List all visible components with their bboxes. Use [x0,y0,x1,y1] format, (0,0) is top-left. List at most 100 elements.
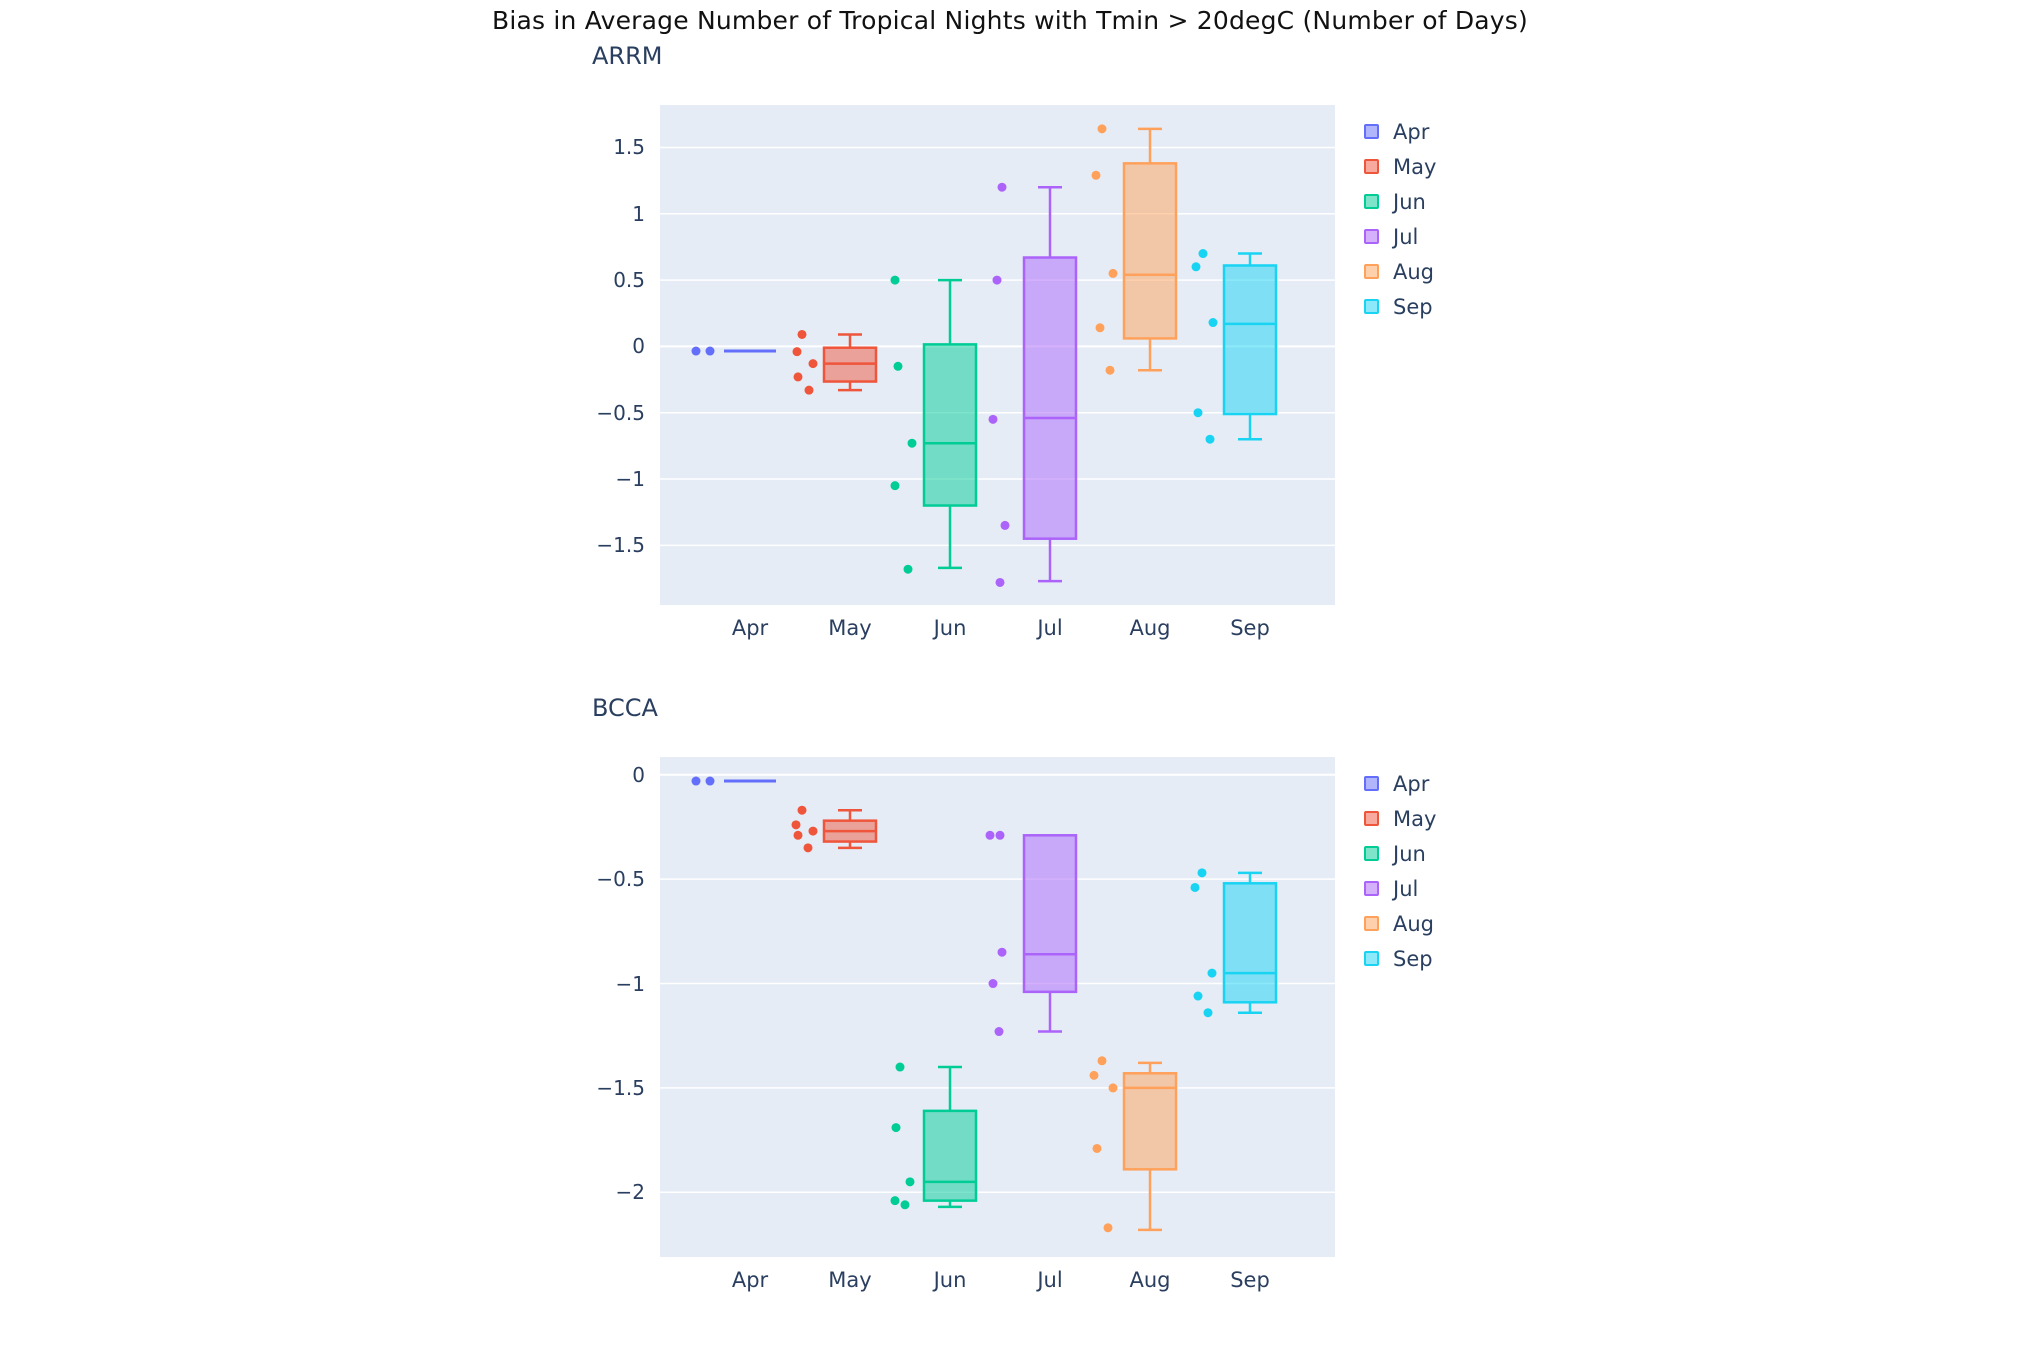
x-tick-label-Jul: Jul [1037,616,1063,640]
box-series-Jun [890,1062,978,1210]
box-series-Sep [1190,868,1278,1018]
box-series-Apr [691,346,776,356]
data-point-May [803,843,813,853]
data-point-May [791,820,801,830]
box-series-Apr [691,776,776,786]
x-tick-label-Jun: Jun [933,1268,967,1292]
data-point-Apr [705,346,715,356]
x-tick-label-Jul: Jul [1037,1268,1063,1292]
x-tick-label-Apr: Apr [731,1268,769,1292]
legend-item-Sep[interactable]: Sep [1364,289,1436,324]
data-point-Jun [890,1196,900,1206]
legend-label: Sep [1393,946,1433,971]
box-Aug [1122,1072,1178,1171]
data-point-Jul [994,1027,1004,1037]
legend-swatch-Jul [1364,229,1379,244]
box-Jun [922,343,978,507]
box-Sep [1222,264,1278,416]
box-Jul [1022,256,1078,540]
data-point-Jul [997,947,1007,957]
boxplot-svg-arrm [660,124,1335,587]
data-point-Aug [1097,124,1107,134]
data-point-Jun [890,275,900,285]
data-point-Aug [1092,1143,1102,1153]
box-Aug [1122,162,1178,340]
y-tick-label: −0.5 [596,400,645,425]
box-series-May [792,329,878,395]
legend-swatch-May [1364,159,1379,174]
data-point-Jul [997,182,1007,192]
data-point-Sep [1193,991,1203,1001]
y-tick-label: 0.5 [613,268,645,293]
legend-item-Jul[interactable]: Jul [1364,871,1436,906]
data-point-Aug [1108,268,1118,278]
legend-swatch-Jun [1364,194,1379,209]
data-point-Sep [1203,1008,1213,1018]
data-point-May [797,805,807,815]
data-point-Aug [1089,1070,1099,1080]
data-point-Aug [1091,170,1101,180]
y-tick-label: −1.5 [596,1075,645,1100]
legend-item-Apr[interactable]: Apr [1364,766,1436,801]
data-point-May [804,385,814,395]
legend-label: Jul [1393,876,1419,901]
legend-item-Jul[interactable]: Jul [1364,219,1436,254]
box-series-Jul [988,182,1078,587]
box-series-May [791,805,878,853]
x-tick-label-May: May [828,616,872,640]
legend-label: Aug [1393,259,1435,284]
x-tick-label-Aug: Aug [1129,616,1171,640]
data-point-Jun [905,1177,915,1187]
data-point-Jul [995,577,1005,587]
data-point-Jun [907,438,917,448]
data-point-Jun [900,1200,910,1210]
box-series-Aug [1089,1056,1178,1233]
legend-label: Jul [1393,224,1419,249]
data-point-Jun [891,1123,901,1133]
data-point-Apr [691,346,701,356]
legend-item-May[interactable]: May [1364,149,1436,184]
legend-item-Apr[interactable]: Apr [1364,114,1436,149]
y-tick-label: 1 [632,201,645,226]
plot-area-arrm [660,105,1335,605]
legend-item-Jun[interactable]: Jun [1364,184,1436,219]
data-point-Sep [1193,408,1203,418]
y-tick-label: 0 [632,334,645,359]
y-tick-label: −1 [615,467,645,491]
x-tick-label-Sep: Sep [1230,616,1270,640]
data-point-Sep [1208,318,1218,328]
box-series-Sep [1191,249,1278,444]
box-Sep [1222,882,1278,1004]
x-tick-label-Sep: Sep [1230,1268,1270,1292]
legend-swatch-Apr [1364,776,1379,791]
legend-item-Sep[interactable]: Sep [1364,941,1436,976]
legend-label: May [1393,154,1437,179]
legend-item-Jun[interactable]: Jun [1364,836,1436,871]
y-tick-label: −1 [615,971,645,996]
data-point-Jun [890,481,900,491]
legend-item-Aug[interactable]: Aug [1364,254,1436,289]
data-point-Jul [988,414,998,424]
data-point-Jul [992,275,1002,285]
legend-label: Jun [1393,189,1426,214]
data-point-Sep [1205,434,1215,444]
data-point-Sep [1191,262,1201,272]
y-tick-label: −2 [615,1180,645,1205]
box-Jul [1022,834,1078,994]
legend-swatch-Aug [1364,916,1379,931]
x-tick-label-May: May [828,1268,872,1292]
data-point-Jul [1000,520,1010,530]
data-point-Aug [1103,1223,1113,1233]
legend-label: May [1393,806,1437,831]
subplot-title-bcca: BCCA [592,694,658,722]
legend-item-Aug[interactable]: Aug [1364,906,1436,941]
data-point-May [793,830,803,840]
legend-item-May[interactable]: May [1364,801,1436,836]
data-point-Sep [1197,868,1207,878]
data-point-May [808,359,818,369]
plot-area-bcca [660,757,1335,1257]
legend-label: Aug [1393,911,1435,936]
data-point-Sep [1190,882,1200,892]
legend-label: Jun [1393,841,1426,866]
data-point-Sep [1198,249,1208,259]
